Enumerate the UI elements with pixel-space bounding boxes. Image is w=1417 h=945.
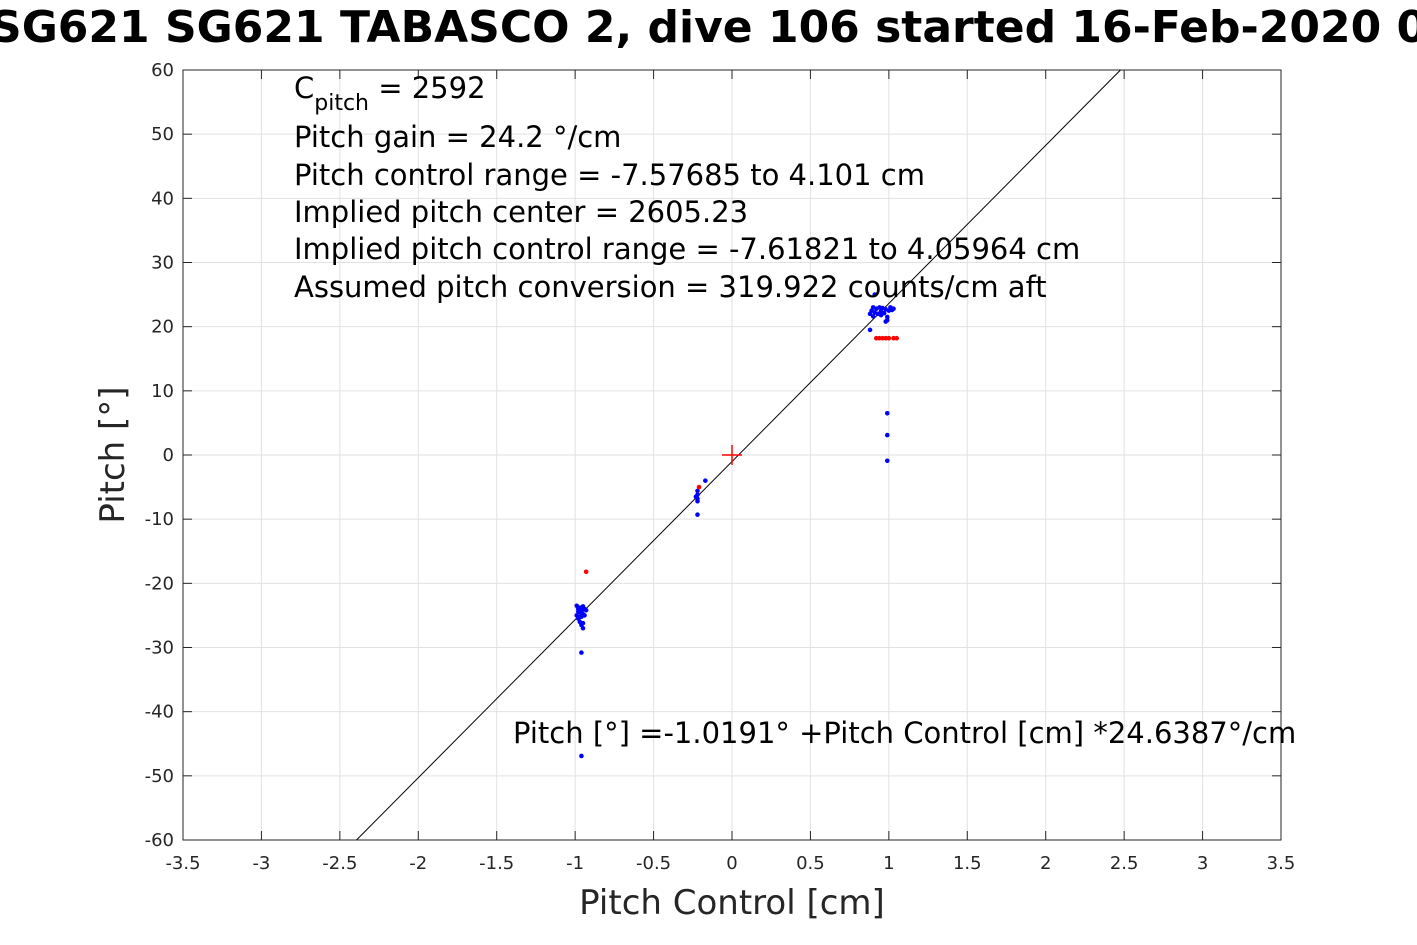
y-tick-label: 20 <box>151 317 174 338</box>
data-point <box>693 494 699 500</box>
y-tick-label: -60 <box>145 830 174 851</box>
data-point <box>583 607 589 613</box>
x-axis-label: Pitch Control [cm] <box>579 883 885 923</box>
data-point <box>884 410 890 416</box>
data-point <box>884 458 890 464</box>
x-tick-labels: -3.5 -3 -2.5 -2 -1.5 -1 -0.5 0 0.5 1 1.5 2 2.5 3 3.5 <box>165 853 1295 874</box>
y-tick-label: -20 <box>145 573 174 594</box>
data-point <box>870 314 876 319</box>
x-tick-label: -2 <box>409 853 427 874</box>
implied-range-annotation: Implied pitch control range = -7.61821 t… <box>294 232 1080 266</box>
x-tick-label: -1 <box>566 853 584 874</box>
x-tick-label: -3 <box>252 853 270 874</box>
y-tick-label: 0 <box>163 445 174 466</box>
cpitch-sub: pitch <box>314 91 369 116</box>
chart-title-text: SG621 SG621 TABASCO 2, dive 106 started … <box>0 2 1417 53</box>
x-tick-label: -1.5 <box>479 853 514 874</box>
data-point <box>579 650 584 655</box>
y-tick-label: -40 <box>145 702 174 723</box>
x-tick-label: -0.5 <box>636 853 671 874</box>
data-point <box>582 613 587 618</box>
x-tick-label: -2.5 <box>322 853 357 874</box>
data-point <box>580 620 586 626</box>
data-point <box>883 319 889 324</box>
data-point <box>583 569 589 575</box>
data-point <box>696 484 702 490</box>
center-marker <box>722 445 742 465</box>
y-tick-label: 40 <box>151 188 174 209</box>
data-point <box>884 314 890 320</box>
pitch-gain-annotation: Pitch gain = 24.2 °/cm <box>294 120 621 154</box>
data-point <box>884 432 890 438</box>
cpitch-base: C <box>294 71 314 105</box>
y-tick-label: -10 <box>145 509 174 530</box>
chart-title: SG621 SG621 TABASCO 2, dive 106 started … <box>0 2 1417 58</box>
data-point <box>695 512 700 517</box>
data-point <box>580 625 586 631</box>
data-point <box>575 609 581 614</box>
y-tick-label: 50 <box>151 124 174 145</box>
x-tick-label: 2 <box>1040 853 1051 874</box>
control-range-annotation: Pitch control range = -7.57685 to 4.101 … <box>294 158 925 192</box>
y-tick-label: 30 <box>151 253 174 274</box>
data-point <box>867 327 873 333</box>
x-tick-label: 3 <box>1197 853 1208 874</box>
y-tick-label: 10 <box>151 381 174 402</box>
data-point <box>579 753 584 759</box>
x-tick-label: -3.5 <box>165 853 200 874</box>
x-tick-label: 2.5 <box>1110 853 1139 874</box>
y-axis-label: Pitch [°] <box>93 386 133 523</box>
y-tick-label: -30 <box>145 638 174 659</box>
data-point <box>878 312 884 318</box>
y-tick-label: 60 <box>151 60 174 81</box>
data-point <box>894 335 899 341</box>
conversion-annotation: Assumed pitch conversion = 319.922 count… <box>294 270 1047 304</box>
data-point <box>872 292 878 297</box>
data-point <box>886 335 892 341</box>
cpitch-annotation: Cpitch = 2592 <box>294 71 486 116</box>
x-tick-label: 0 <box>726 853 737 874</box>
fit-equation-annotation: Pitch [°] =-1.0191° +Pitch Control [cm] … <box>513 716 1296 750</box>
data-point <box>891 306 896 312</box>
y-tick-labels: 60 50 40 30 20 10 0 -10 -20 -30 -40 -50 -60 <box>145 60 174 851</box>
data-point <box>695 488 700 494</box>
data-point <box>703 478 708 483</box>
cpitch-value: = 2592 <box>369 71 486 105</box>
data-point <box>695 498 700 504</box>
x-tick-label: 3.5 <box>1267 853 1296 874</box>
data-points <box>574 292 899 759</box>
x-tick-label: 1.5 <box>953 853 982 874</box>
x-tick-label: 1 <box>883 853 894 874</box>
axis-ticks <box>182 69 1282 841</box>
x-tick-label: 0.5 <box>796 853 825 874</box>
implied-center-annotation: Implied pitch center = 2605.23 <box>294 195 748 229</box>
y-tick-label: -50 <box>145 766 174 787</box>
